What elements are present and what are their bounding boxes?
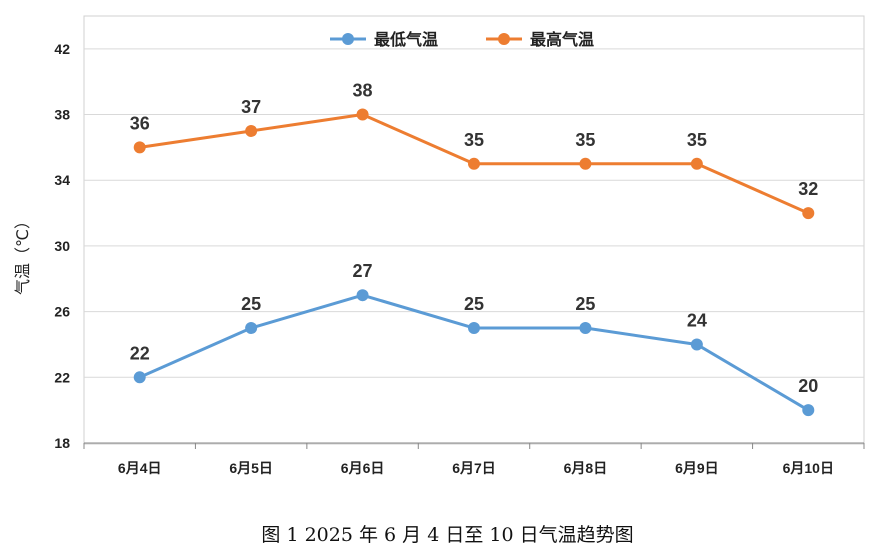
x-tick-label: 6月7日 <box>452 460 496 476</box>
y-tick-label: 34 <box>54 172 70 188</box>
data-point <box>468 157 480 170</box>
data-label: 32 <box>798 179 818 199</box>
data-point <box>690 157 703 170</box>
y-tick-label: 18 <box>54 435 70 451</box>
x-tick-label: 6月6日 <box>341 460 385 476</box>
data-label: 35 <box>687 130 707 150</box>
data-label: 20 <box>798 376 818 396</box>
y-axis-title: 气温（℃） <box>13 213 32 295</box>
data-label: 35 <box>464 130 484 150</box>
data-point <box>245 322 258 335</box>
x-tick-label: 6月9日 <box>675 460 719 476</box>
data-point <box>579 322 592 335</box>
series-group: 22 25 27 25 25 24 20 36 37 38 35 35 35 32 <box>130 81 818 417</box>
legend-label: 最低气温 <box>374 30 438 49</box>
figure-caption: 图 1 2025 年 6 月 4 日至 10 日气温趋势图 <box>261 524 634 546</box>
y-tick-label: 22 <box>54 369 70 385</box>
y-tick-label: 26 <box>54 304 70 320</box>
data-label: 24 <box>687 310 707 330</box>
data-point <box>468 322 480 335</box>
legend-swatch-marker <box>342 33 354 45</box>
data-point <box>690 338 703 351</box>
legend-label: 最高气温 <box>530 30 594 49</box>
data-label: 38 <box>353 81 373 101</box>
y-tick-labels: 18 22 26 30 34 38 42 <box>54 41 70 451</box>
data-point <box>356 289 369 302</box>
x-tick-labels: 6月4日 6月5日 6月6日 6月7日 6月8日 6月9日 6月10日 <box>118 460 834 476</box>
gridlines <box>84 48 864 378</box>
data-point <box>133 141 146 154</box>
data-label: 25 <box>575 294 595 314</box>
axes <box>83 442 865 449</box>
x-tick-label: 6月4日 <box>118 460 162 476</box>
x-tick-label: 6月10日 <box>783 460 834 476</box>
data-label: 36 <box>130 113 150 133</box>
data-label: 37 <box>241 97 261 117</box>
data-point <box>133 371 146 384</box>
y-tick-label: 42 <box>54 41 70 57</box>
data-label: 22 <box>130 343 150 363</box>
data-point <box>245 124 258 137</box>
data-point <box>802 207 815 220</box>
legend-swatch-marker <box>498 33 510 45</box>
x-tick-label: 6月5日 <box>229 460 273 476</box>
data-label: 25 <box>464 294 484 314</box>
data-label: 35 <box>575 130 595 150</box>
legend: 最低气温 最高气温 <box>330 30 594 49</box>
x-tick-label: 6月8日 <box>564 460 608 476</box>
data-point <box>802 404 815 417</box>
y-tick-label: 30 <box>54 238 70 254</box>
chart-frame <box>83 15 865 445</box>
data-point <box>356 108 369 121</box>
data-label: 27 <box>353 261 373 281</box>
y-tick-label: 38 <box>54 107 70 123</box>
data-point <box>579 157 592 170</box>
data-label: 25 <box>241 294 261 314</box>
